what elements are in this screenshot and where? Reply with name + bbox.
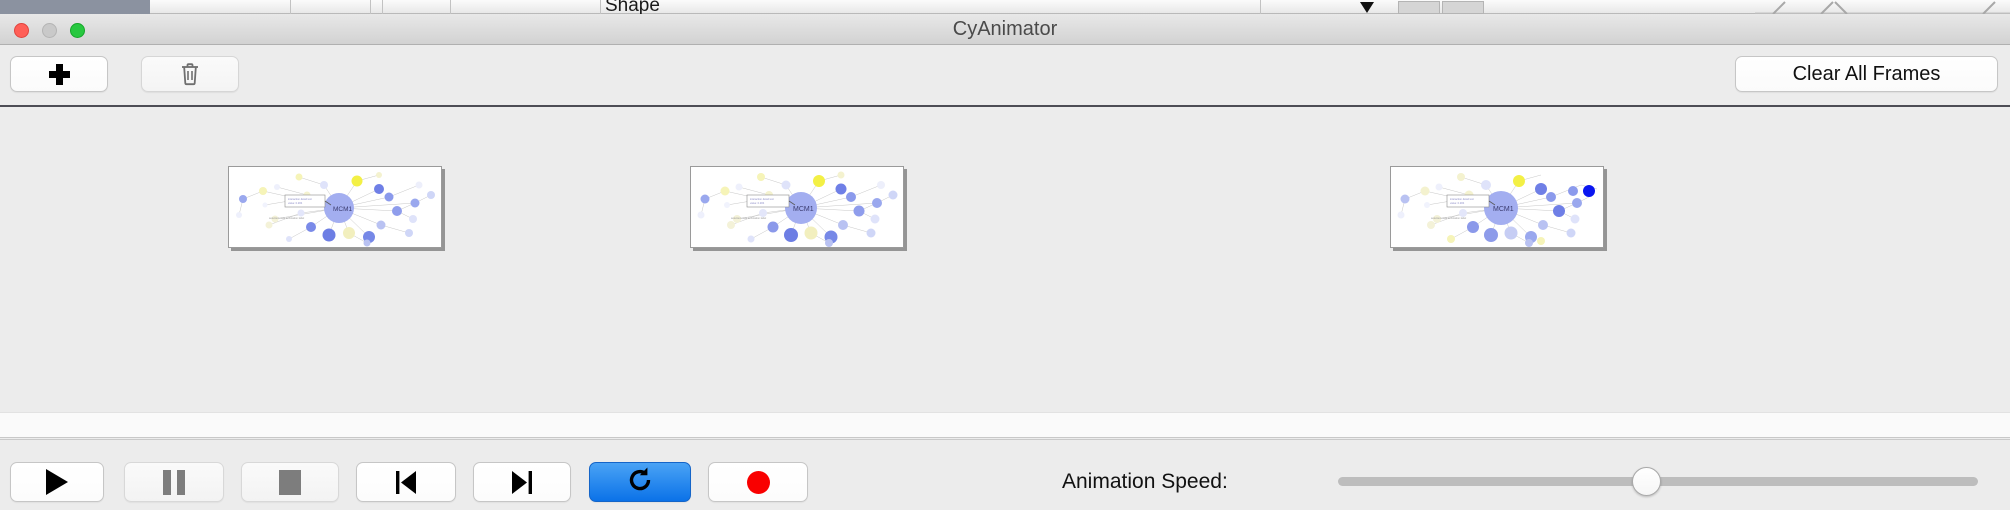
close-button[interactable] — [14, 23, 29, 38]
play-icon — [46, 469, 68, 495]
play-button[interactable] — [10, 462, 104, 502]
svg-text:value: 0.284: value: 0.284 — [750, 201, 765, 205]
frame-toolbar — [0, 45, 2010, 107]
window-title: CyAnimator — [952, 18, 1058, 40]
network-thumbnail-image: interaction detail text value: 0.284 MCM… — [691, 167, 903, 247]
delete-frame-button[interactable] — [141, 56, 239, 92]
keyframe-thumbnail[interactable]: interaction detail text value: 0.284 MCM… — [690, 166, 904, 248]
clear-all-frames-label: Clear All Frames — [1792, 62, 1941, 85]
animation-speed-slider-thumb[interactable] — [1632, 467, 1661, 496]
cursor-arrow-icon — [1360, 2, 1374, 13]
timeline-panel[interactable]: interaction detail text value: 0.284 MCM… — [0, 107, 2010, 407]
background-window-strip: Shape — [0, 0, 2010, 14]
animation-speed-label: Animation Speed: — [1062, 470, 1228, 493]
skip-back-icon — [394, 470, 418, 495]
stop-icon — [279, 469, 301, 495]
svg-text:MCM1: MCM1 — [793, 206, 814, 213]
svg-text:selected node annotation label: selected node annotation label — [269, 216, 305, 220]
trash-icon — [180, 62, 200, 86]
svg-text:interaction detail text: interaction detail text — [288, 197, 312, 201]
background-window-lines — [1755, 1, 2010, 14]
svg-text:selected node annotation label: selected node annotation label — [731, 216, 767, 220]
keyframe-thumbnail[interactable]: interaction detail text value: 0.284 MCM… — [228, 166, 442, 248]
svg-text:interaction detail text: interaction detail text — [750, 197, 774, 201]
record-button[interactable] — [708, 462, 808, 502]
background-window-label: Shape — [605, 0, 660, 14]
last-frame-button[interactable] — [473, 462, 571, 502]
plus-icon — [48, 63, 70, 85]
first-frame-button[interactable] — [356, 462, 456, 502]
clear-all-frames-button[interactable]: Clear All Frames — [1735, 56, 1998, 92]
pause-icon — [163, 469, 185, 495]
svg-text:MCM1: MCM1 — [333, 206, 353, 213]
keyframe-thumbnail[interactable]: interaction detail text value: 0.284 MCM… — [1390, 166, 1604, 248]
loop-button[interactable] — [589, 462, 691, 502]
network-thumbnail-image: interaction detail text value: 0.284 MCM… — [1391, 167, 1603, 247]
svg-text:MCM1: MCM1 — [1493, 206, 1514, 213]
svg-text:value: 0.284: value: 0.284 — [288, 201, 303, 205]
svg-text:interaction detail text: interaction detail text — [1450, 197, 1474, 201]
maximize-button[interactable] — [70, 23, 85, 38]
skip-forward-icon — [510, 470, 534, 495]
network-thumbnail-image: interaction detail text value: 0.284 MCM… — [229, 167, 441, 247]
minimize-button[interactable] — [42, 23, 57, 38]
record-icon — [746, 470, 770, 494]
svg-text:selected node annotation label: selected node annotation label — [1431, 216, 1467, 220]
pause-button[interactable] — [124, 462, 224, 502]
stop-button[interactable] — [241, 462, 339, 502]
background-window-body: Shape — [150, 0, 2010, 14]
add-frame-button[interactable] — [10, 56, 108, 92]
window-titlebar: CyAnimator — [0, 14, 2010, 45]
timeline-scrollbar-track[interactable] — [0, 412, 2010, 438]
svg-text:value: 0.284: value: 0.284 — [1450, 201, 1465, 205]
loop-icon — [626, 466, 654, 499]
toolbar-separator — [0, 105, 2010, 107]
background-window-sidebar — [0, 0, 150, 14]
